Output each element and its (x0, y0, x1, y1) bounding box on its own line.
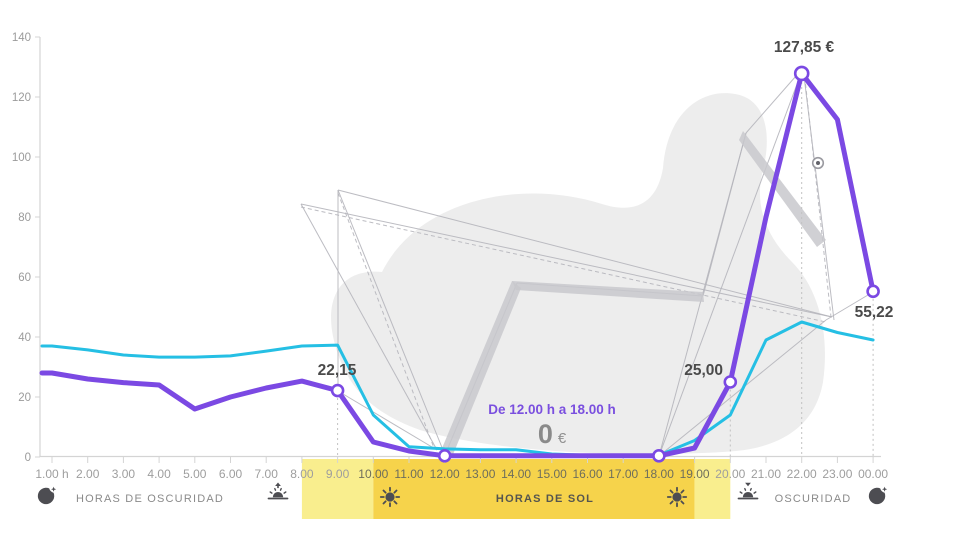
series-line-precio-referencia (40, 320, 875, 457)
moon-icon-right (868, 486, 888, 505)
annotation-zero-range: De 12.00 h a 18.00 h (488, 402, 616, 417)
sunrise-icon (267, 482, 289, 500)
x-label-14.00: 14.00 (501, 467, 531, 481)
footer-label-darkness-left: HORAS DE OSCURIDAD (76, 493, 224, 505)
axes: 0 20 40 60 80 100 120 140 1.00 h 2.00 3.00 4.00 5.00… (12, 32, 889, 481)
x-label-8.00: 8.00 (290, 467, 314, 481)
duck-eye-icon (811, 156, 825, 170)
x-label-23.00: 23.00 (822, 467, 852, 481)
y-label-40: 40 (18, 332, 31, 344)
x-label-13.00: 13.00 (465, 467, 495, 481)
sunset-icon (737, 482, 759, 500)
daylight-bands (301, 459, 731, 519)
y-label-60: 60 (18, 272, 31, 284)
x-label-22.00: 22.00 (787, 467, 817, 481)
y-label-20: 20 (18, 392, 31, 404)
footer-label-darkness-right: OSCURIDAD (775, 493, 852, 505)
marker-18.00[interactable] (652, 448, 666, 463)
x-label-6.00: 6.00 (219, 467, 243, 481)
y-label-80: 80 (18, 212, 31, 224)
duck-art (300, 67, 874, 457)
y-label-120: 120 (12, 92, 31, 104)
x-label-4.00: 4.00 (147, 467, 171, 481)
band-sol (373, 459, 695, 519)
annotation-morning-price: 22,15 (318, 362, 357, 379)
marker-20.00[interactable] (723, 375, 738, 389)
x-label-17.00: 17.00 (608, 467, 638, 481)
marker-00.00[interactable] (866, 284, 880, 299)
data-markers (330, 65, 880, 463)
footer-label-sun: HORAS DE SOL (496, 493, 594, 505)
y-label-100: 100 (12, 152, 31, 164)
annotations: 22,15 25,00 127,85 € 55,22 De 12.00 h a … (318, 39, 894, 449)
moon-icon-left (37, 486, 57, 505)
x-label-10.00: 10.00 (358, 467, 388, 481)
annotation-zero-price: 0 € (538, 419, 567, 449)
origami-folds (440, 131, 826, 457)
band-atardecer (694, 459, 731, 519)
marker-12.00[interactable] (437, 448, 452, 463)
x-label-2.00: 2.00 (76, 467, 100, 481)
x-label-12.00: 12.00 (430, 467, 460, 481)
x-label-16.00: 16.00 (572, 467, 602, 481)
duck-silhouette (331, 93, 825, 455)
annotation-peak-price: 127,85 € (774, 39, 835, 56)
x-label-21.00: 21.00 (751, 467, 781, 481)
x-label-19.00: 19.00 (680, 467, 710, 481)
x-label-00.00: 00.00 (858, 467, 888, 481)
day-night-legend: HORAS DE OSCURIDAD HORAS DE SOL OSCURIDA… (37, 482, 888, 508)
x-label-1.00 h: 1.00 h (35, 467, 68, 481)
y-label-140: 140 (12, 32, 31, 44)
x-label-5.00: 5.00 (183, 467, 207, 481)
x-label-11.00: 11.00 (394, 467, 423, 481)
marker-22.00[interactable] (793, 65, 810, 82)
x-label-9.00: 9.00 (326, 467, 350, 481)
zero-price-value: 0 (538, 419, 553, 449)
marker-9.00[interactable] (330, 383, 345, 398)
x-label-20.00: 20.00 (715, 467, 745, 481)
band-amanecer (301, 459, 374, 519)
x-label-18.00: 18.00 (644, 467, 674, 481)
annotation-evening-price: 25,00 (684, 362, 723, 379)
x-label-3.00: 3.00 (112, 467, 136, 481)
marker-guides (337, 81, 874, 457)
x-label-15.00: 15.00 (537, 467, 567, 481)
annotation-closing-price: 55,22 (855, 304, 894, 321)
sun-icon-morning (379, 486, 401, 508)
zero-price-currency: € (558, 430, 567, 447)
y-label-0: 0 (25, 452, 31, 464)
sun-icon-evening (666, 486, 688, 508)
x-label-7.00: 7.00 (255, 467, 279, 481)
